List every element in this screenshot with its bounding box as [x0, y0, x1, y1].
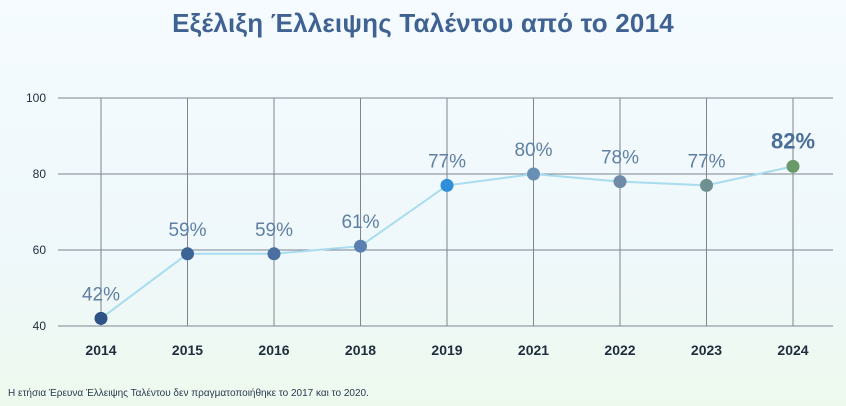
x-tick-label: 2021 — [518, 342, 549, 358]
data-point — [613, 175, 627, 189]
x-tick-label: 2024 — [777, 342, 808, 358]
chart-title: Εξέλιξη Έλλειψης Ταλέντου από το 2014 — [172, 8, 674, 38]
data-label: 77% — [428, 151, 466, 172]
line-chart: 40 60 80 100 2014 2015 2016 2018 2019 2021 2022 202… — [26, 91, 833, 358]
data-point — [94, 311, 108, 325]
data-label: 80% — [514, 140, 552, 161]
x-tick-label: 2018 — [345, 342, 376, 358]
data-point — [354, 239, 367, 253]
y-tick-label: 60 — [33, 243, 47, 257]
x-tick-label: 2019 — [431, 342, 462, 358]
data-point — [267, 247, 281, 261]
data-label: 61% — [341, 212, 379, 233]
y-tick-label: 40 — [33, 319, 47, 333]
x-tick-label: 2015 — [172, 342, 203, 358]
x-tick-label: 2016 — [258, 342, 289, 358]
data-label: 78% — [601, 148, 639, 169]
y-tick-label: 80 — [33, 167, 47, 181]
data-label: 59% — [255, 220, 293, 241]
data-label: 82% — [771, 128, 815, 153]
y-tick-label: 100 — [26, 91, 46, 105]
x-tick-label: 2014 — [85, 342, 116, 358]
x-tick-label: 2022 — [604, 342, 635, 358]
footnote: Η ετήσια Έρευνα Έλλειψης Ταλέντου δεν πρ… — [8, 388, 369, 399]
data-point — [527, 167, 540, 181]
data-label: 77% — [687, 151, 725, 172]
data-label: 59% — [168, 220, 206, 241]
data-point — [440, 178, 454, 192]
data-label: 42% — [82, 284, 120, 305]
data-point — [181, 247, 194, 261]
x-tick-label: 2023 — [691, 342, 722, 358]
data-point — [700, 178, 713, 192]
data-point — [786, 159, 800, 173]
